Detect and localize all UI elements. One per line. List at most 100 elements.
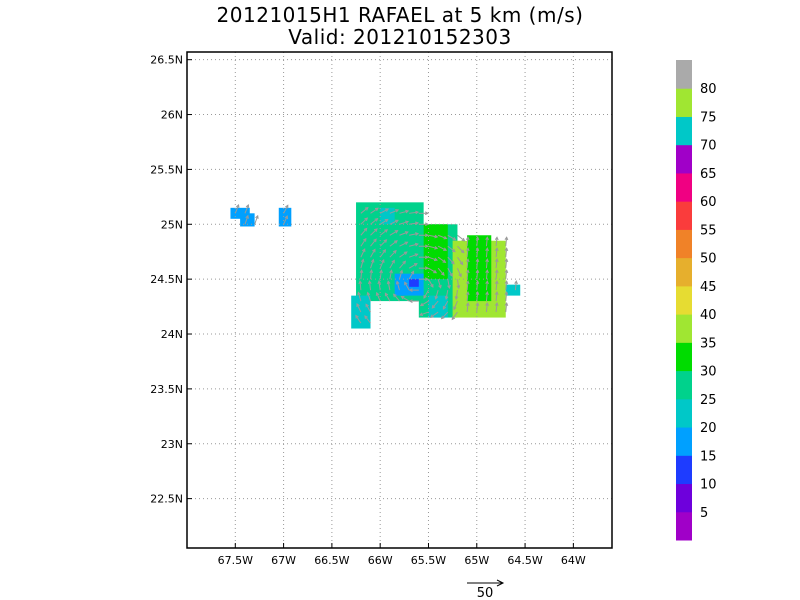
- wind-vector-head-24: [373, 238, 377, 243]
- wind-vector-30: [379, 270, 382, 280]
- wind-vector-134: [505, 292, 508, 302]
- wind-vector-head-62: [415, 221, 420, 226]
- colorbar-label-7: 40: [700, 308, 717, 323]
- colorbar-swatch-9: [676, 257, 692, 287]
- colorbar-label-12: 65: [700, 167, 717, 182]
- x-tick-label-1: 67W: [271, 554, 296, 567]
- wind-vector-head-45: [395, 209, 400, 213]
- colorbar-label-10: 55: [700, 223, 717, 238]
- wind-vector-head-82: [431, 304, 436, 309]
- wind-vector-100: [456, 279, 460, 289]
- wind-vector-head-77: [433, 269, 438, 274]
- wind-vector-73: [419, 311, 429, 316]
- wind-vector-head-123: [485, 258, 489, 263]
- wind-vector-head-36: [385, 208, 390, 212]
- wind-vector-4: [283, 215, 288, 225]
- wind-vector-23: [370, 249, 376, 258]
- wind-vector-53: [399, 221, 409, 225]
- wind-cell-5: [423, 224, 448, 280]
- wind-vector-head-120: [485, 291, 489, 296]
- wind-vector-head-19: [366, 291, 371, 296]
- wind-vector-head-54: [405, 209, 410, 214]
- wind-vector-head-25: [373, 228, 378, 232]
- reference-vector-label: 50: [477, 586, 494, 600]
- wind-vector-head-52: [404, 231, 409, 235]
- wind-vector-head-104: [461, 237, 466, 242]
- y-tick-label-6: 25.5N: [150, 163, 183, 176]
- wind-vector-10: [360, 270, 363, 280]
- wind-vector-140: [514, 281, 517, 291]
- wind-vector-126: [495, 303, 498, 313]
- wind-vector-head-74: [419, 302, 424, 307]
- colorbar-label-5: 30: [700, 365, 717, 380]
- wind-vectors: [234, 203, 518, 324]
- y-tick-label-2: 23.5N: [150, 383, 183, 396]
- wind-vector-78: [428, 256, 438, 261]
- wind-vector-head-10: [359, 269, 364, 274]
- wind-vector-head-78: [433, 257, 438, 262]
- wind-vector-109: [466, 259, 469, 269]
- wind-vector-85: [437, 267, 445, 276]
- wind-vector-head-43: [394, 230, 399, 234]
- wind-vector-129: [495, 270, 498, 280]
- wind-vector-77: [428, 267, 437, 274]
- wind-vector-74: [420, 300, 429, 307]
- wind-vector-39: [389, 270, 393, 280]
- wind-vector-head-109: [465, 258, 470, 263]
- plot-frame: [186, 51, 613, 549]
- wind-vector-head-72: [424, 211, 429, 216]
- wind-vector-128: [495, 281, 498, 291]
- wind-vector-12: [360, 248, 366, 258]
- wind-vector-28: [376, 292, 381, 302]
- wind-vector-head-1: [245, 214, 249, 219]
- y-axis-ticks: 22.5N 23N 23.5N 24N 24.5N 25N 25.5N 26N 26.5N: [150, 54, 192, 506]
- wind-vector-head-69: [424, 244, 429, 249]
- wind-cell-1: [240, 213, 255, 227]
- wind-vector-head-95: [451, 248, 456, 253]
- colorbar-label-15: 80: [700, 82, 717, 97]
- y-tick-label-3: 24N: [161, 328, 183, 341]
- reference-vector: 50: [467, 579, 505, 600]
- wind-vector-head-46: [392, 293, 397, 298]
- wind-vector-131: [495, 248, 498, 258]
- wind-vector-124: [485, 248, 488, 258]
- colorbar-swatch-1: [676, 483, 692, 513]
- colorbar-swatch-4: [676, 398, 692, 428]
- colorbar-swatch-0: [676, 511, 692, 541]
- wind-vector-head-103: [460, 249, 465, 254]
- wind-vector-58: [408, 263, 418, 269]
- colorbar-label-0: 5: [700, 506, 708, 521]
- wind-vector-99: [455, 290, 458, 300]
- wind-vector-head-33: [383, 239, 388, 243]
- wind-vector-102: [457, 256, 464, 265]
- wind-vector-head-76: [430, 283, 434, 288]
- wind-vector-9: [359, 281, 362, 291]
- colorbar-swatch-10: [676, 229, 692, 259]
- wind-vector-head-98: [453, 306, 457, 311]
- wind-vector-head-22: [370, 258, 375, 263]
- wind-vector-head-34: [384, 229, 389, 233]
- wind-vector-94: [447, 256, 455, 265]
- wind-vector-head-96: [452, 236, 457, 241]
- wind-vector-110: [466, 248, 469, 258]
- wind-vector-head-53: [405, 220, 410, 225]
- wind-vector-42: [389, 240, 398, 247]
- wind-vector-head-125: [485, 236, 489, 241]
- wind-vector-117: [476, 248, 479, 258]
- wind-vector-83: [435, 289, 439, 299]
- wind-vector-head-110: [465, 247, 470, 252]
- wind-vector-55: [401, 296, 410, 302]
- colorbar-label-3: 20: [700, 421, 717, 436]
- wind-vector-125: [485, 237, 488, 247]
- wind-vector-1: [244, 215, 249, 225]
- wind-vector-33: [379, 239, 387, 247]
- chart-title: 20121015H1 RAFAEL at 5 km (m/s): [216, 3, 584, 27]
- wind-vector-52: [399, 231, 409, 236]
- wind-vector-119: [485, 303, 488, 313]
- wind-cell-11: [409, 279, 419, 287]
- colorbar-label-8: 45: [700, 280, 717, 295]
- chart-subtitle: Valid: 201210152303: [288, 25, 512, 49]
- wind-vector-118: [476, 237, 479, 247]
- wind-vector-head-107: [465, 280, 470, 285]
- wind-vector-32: [379, 249, 386, 258]
